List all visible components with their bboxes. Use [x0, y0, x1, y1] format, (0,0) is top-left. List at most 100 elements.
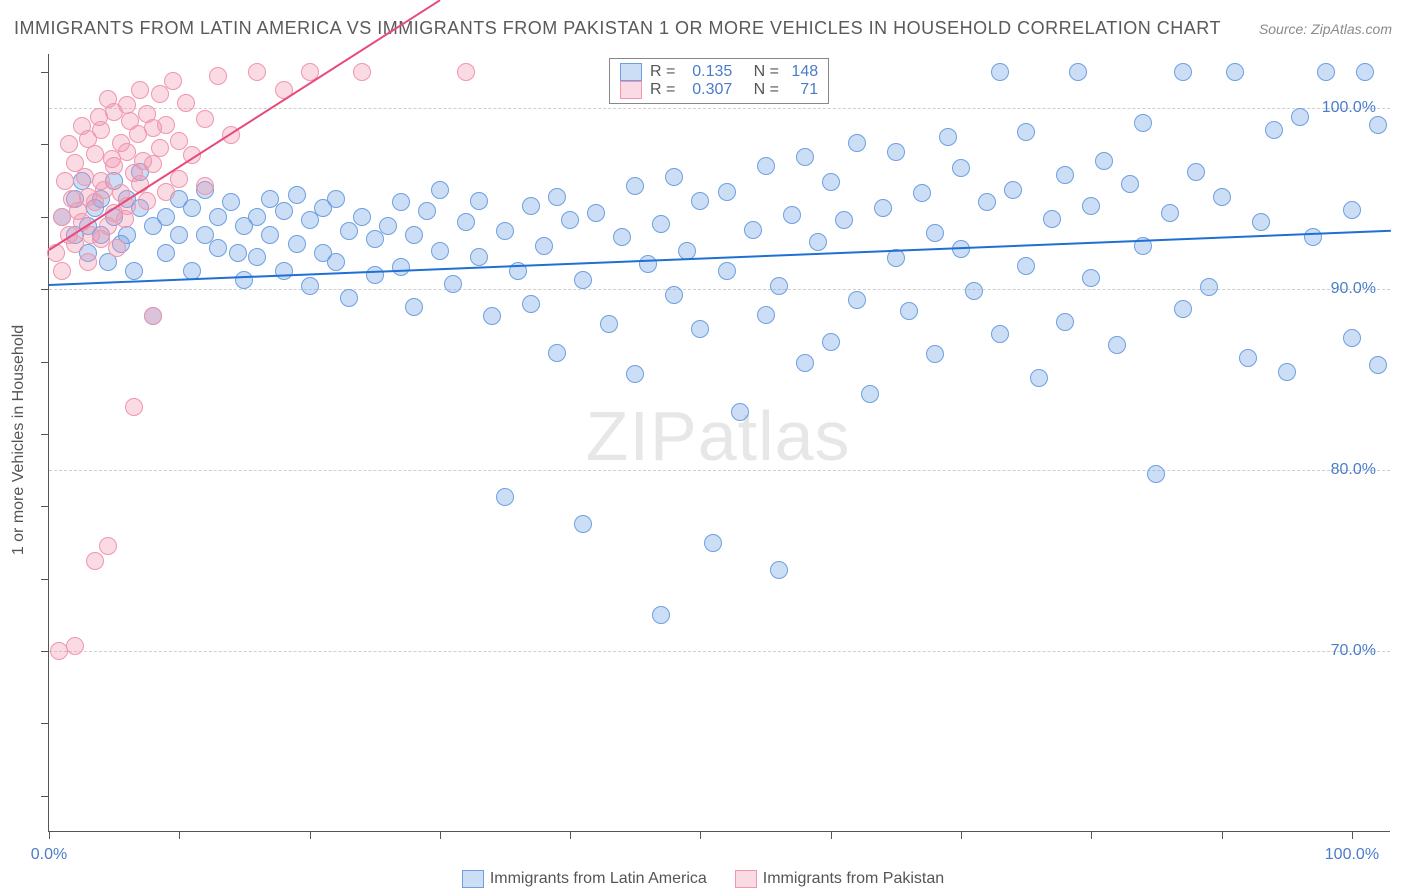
- y-tick-mark: [41, 651, 49, 652]
- y-tick-label: 90.0%: [1331, 280, 1376, 298]
- data-point: [626, 177, 644, 195]
- data-point: [457, 213, 475, 231]
- data-point: [353, 208, 371, 226]
- data-point: [770, 277, 788, 295]
- data-point: [665, 168, 683, 186]
- y-tick-label: 100.0%: [1322, 99, 1376, 117]
- legend-item: Immigrants from Latin America: [462, 870, 707, 888]
- data-point: [209, 67, 227, 85]
- data-point: [125, 398, 143, 416]
- data-point: [496, 488, 514, 506]
- data-point: [151, 139, 169, 157]
- legend-label: Immigrants from Latin America: [490, 870, 707, 888]
- data-point: [887, 143, 905, 161]
- data-point: [86, 145, 104, 163]
- x-tick-mark: [831, 831, 832, 839]
- data-point: [548, 344, 566, 362]
- data-point: [665, 286, 683, 304]
- data-point: [418, 202, 436, 220]
- data-point: [691, 192, 709, 210]
- data-point: [535, 237, 553, 255]
- scatter-plot: ZIPatlas R = 0.135 N = 148R = 0.307 N = …: [48, 54, 1390, 832]
- data-point: [92, 121, 110, 139]
- data-point: [1056, 166, 1074, 184]
- data-point: [138, 192, 156, 210]
- x-tick-mark: [1222, 831, 1223, 839]
- data-point: [275, 202, 293, 220]
- data-point: [1369, 356, 1387, 374]
- data-point: [470, 248, 488, 266]
- data-point: [301, 277, 319, 295]
- data-point: [1030, 369, 1048, 387]
- y-tick-mark: [41, 362, 49, 363]
- data-point: [1343, 329, 1361, 347]
- data-point: [327, 190, 345, 208]
- y-tick-label: 70.0%: [1331, 642, 1376, 660]
- data-point: [1239, 349, 1257, 367]
- y-tick-mark: [41, 217, 49, 218]
- data-point: [796, 148, 814, 166]
- data-point: [288, 235, 306, 253]
- data-point: [125, 262, 143, 280]
- data-point: [248, 63, 266, 81]
- data-point: [340, 289, 358, 307]
- data-point: [1291, 108, 1309, 126]
- data-point: [991, 325, 1009, 343]
- data-point: [613, 228, 631, 246]
- data-point: [574, 271, 592, 289]
- data-point: [1278, 363, 1296, 381]
- data-point: [744, 221, 762, 239]
- data-point: [1147, 465, 1165, 483]
- data-point: [926, 224, 944, 242]
- data-point: [1265, 121, 1283, 139]
- legend-series: Immigrants from Latin AmericaImmigrants …: [0, 870, 1406, 888]
- data-point: [1252, 213, 1270, 231]
- x-tick-mark: [440, 831, 441, 839]
- data-point: [183, 199, 201, 217]
- legend-swatch: [620, 81, 642, 99]
- data-point: [952, 240, 970, 258]
- data-point: [209, 208, 227, 226]
- title-row: IMMIGRANTS FROM LATIN AMERICA VS IMMIGRA…: [14, 18, 1392, 39]
- data-point: [209, 239, 227, 257]
- data-point: [1069, 63, 1087, 81]
- data-point: [809, 233, 827, 251]
- data-point: [157, 116, 175, 134]
- data-point: [574, 515, 592, 533]
- data-point: [105, 157, 123, 175]
- data-point: [783, 206, 801, 224]
- n-label: N =: [740, 81, 779, 99]
- data-point: [1200, 278, 1218, 296]
- gridline: [49, 108, 1390, 109]
- data-point: [522, 197, 540, 215]
- data-point: [444, 275, 462, 293]
- data-point: [991, 63, 1009, 81]
- data-point: [457, 63, 475, 81]
- data-point: [235, 271, 253, 289]
- data-point: [718, 262, 736, 280]
- data-point: [366, 266, 384, 284]
- y-tick-mark: [41, 579, 49, 580]
- data-point: [392, 193, 410, 211]
- data-point: [652, 215, 670, 233]
- data-point: [861, 385, 879, 403]
- data-point: [626, 365, 644, 383]
- data-point: [118, 96, 136, 114]
- data-point: [900, 302, 918, 320]
- data-point: [548, 188, 566, 206]
- data-point: [261, 226, 279, 244]
- data-point: [835, 211, 853, 229]
- data-point: [1082, 197, 1100, 215]
- data-point: [170, 226, 188, 244]
- legend-swatch: [462, 870, 484, 888]
- r-label: R =: [650, 63, 675, 81]
- data-point: [108, 239, 126, 257]
- y-tick-label: 80.0%: [1331, 461, 1376, 479]
- data-point: [248, 248, 266, 266]
- data-point: [379, 217, 397, 235]
- y-axis-label: 1 or more Vehicles in Household: [10, 325, 28, 555]
- data-point: [1304, 228, 1322, 246]
- data-point: [1356, 63, 1374, 81]
- source-label: Source: ZipAtlas.com: [1259, 21, 1392, 37]
- data-point: [66, 637, 84, 655]
